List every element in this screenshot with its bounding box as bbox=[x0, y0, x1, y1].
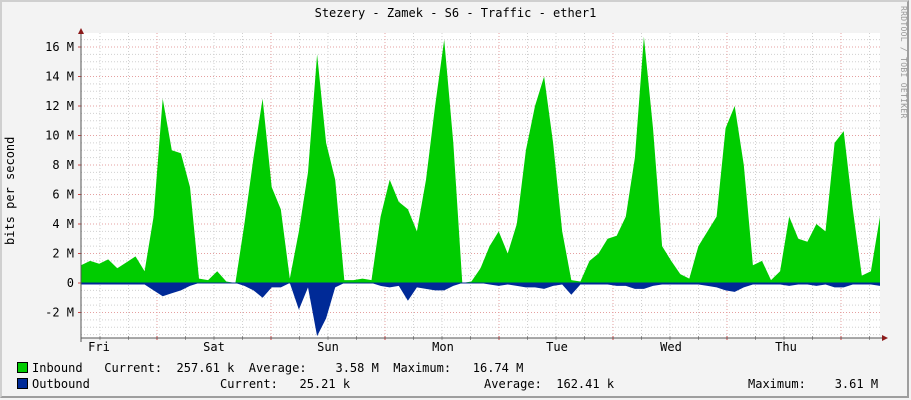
x-tick-label: Sun bbox=[317, 340, 339, 354]
grid-lines bbox=[81, 33, 880, 338]
x-axis-arrow-icon bbox=[882, 335, 888, 341]
x-tick-label: Fri bbox=[88, 340, 110, 354]
x-tick-label: Sat bbox=[203, 340, 225, 354]
x-tick-label: Mon bbox=[432, 340, 454, 354]
chart-title: Stezery - Zamek - S6 - Traffic - ether1 bbox=[314, 6, 597, 20]
outbound-average-label: Average: bbox=[484, 377, 542, 391]
inbound-current-label: Current: bbox=[104, 361, 163, 375]
y-tick-label: 4 M bbox=[52, 217, 74, 231]
y-axis-ticks: 16 M 14 M 12 M 10 M 8 M 6 M 4 M 2 M 0 -2 M bbox=[45, 40, 81, 320]
outbound-maximum: Maximum: 3.61 M bbox=[748, 377, 878, 391]
y-tick-label: 0 bbox=[67, 276, 74, 290]
outbound-average: Average: 162.41 k bbox=[484, 377, 614, 391]
y-tick-label: 12 M bbox=[45, 99, 74, 113]
legend-inbound: Inbound Current: 257.61 k Average: 3.58 … bbox=[17, 361, 523, 375]
inbound-maximum-label: Maximum: bbox=[393, 361, 452, 375]
outbound-label: Outbound bbox=[32, 377, 90, 391]
x-tick-label: Thu bbox=[775, 340, 797, 354]
outbound-current-label: Current: bbox=[220, 377, 278, 391]
outbound-current: Current: 25.21 k bbox=[220, 377, 350, 391]
inbound-area bbox=[81, 36, 880, 284]
y-tick-label: 8 M bbox=[52, 158, 74, 172]
x-tick-label: Tue bbox=[546, 340, 568, 354]
x-tick-label: Wed bbox=[660, 340, 682, 354]
rrdtool-watermark: RRDTOOL / TOBI OETIKER bbox=[899, 6, 908, 119]
inbound-swatch-icon bbox=[17, 362, 28, 373]
outbound-area bbox=[81, 283, 880, 337]
data-areas bbox=[81, 36, 880, 337]
inbound-maximum-value: 16.74 M bbox=[472, 361, 524, 375]
y-tick-label: 6 M bbox=[52, 188, 74, 202]
y-tick-label: 16 M bbox=[45, 40, 74, 54]
outbound-maximum-label: Maximum: bbox=[748, 377, 806, 391]
outbound-current-value: 25.21 k bbox=[299, 377, 351, 391]
y-axis-arrow-icon bbox=[78, 28, 84, 34]
legend-outbound: Outbound Current: 25.21 k Average: 162.41 … bbox=[17, 377, 897, 391]
inbound-label: Inbound bbox=[32, 361, 83, 375]
outbound-average-value: 162.41 k bbox=[556, 377, 615, 391]
y-tick-label: -2 M bbox=[45, 306, 74, 320]
inbound-average-value: 3.58 M bbox=[335, 361, 379, 375]
inbound-average-label: Average: bbox=[248, 361, 307, 375]
inbound-current-value: 257.61 k bbox=[176, 361, 235, 375]
plot-area bbox=[81, 33, 880, 338]
y-tick-label: 10 M bbox=[45, 129, 74, 143]
x-axis-ticks: Fri Sat Sun Mon Tue Wed Thu bbox=[88, 336, 870, 354]
outbound-maximum-value: 3.61 M bbox=[834, 377, 879, 391]
y-tick-label: 14 M bbox=[45, 70, 74, 84]
y-tick-label: 2 M bbox=[52, 247, 74, 261]
outbound-swatch-icon bbox=[17, 378, 28, 389]
